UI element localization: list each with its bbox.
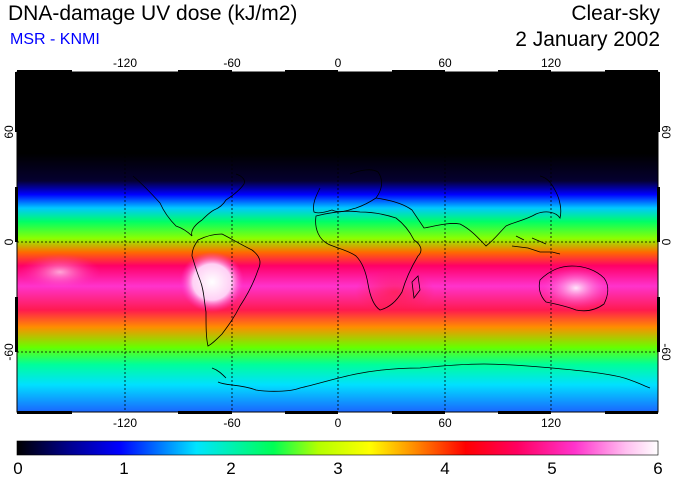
frame-tick: [15, 297, 18, 352]
frame-tick: [17, 70, 72, 73]
lon-label-bottom: 120: [541, 416, 561, 430]
chart-title: DNA-damage UV dose (kJ/m2): [8, 2, 298, 25]
frame-tick: [392, 411, 445, 414]
frame-tick: [285, 70, 338, 73]
africa-coast: [315, 210, 422, 311]
frame-tick: [17, 411, 72, 414]
antarctic-peninsula-coast: [211, 367, 227, 379]
chart-date: 2 January 2002: [515, 28, 660, 51]
colorbar-tick-label: 4: [440, 459, 449, 478]
lon-label-top: -120: [113, 56, 137, 70]
madagascar-coast: [411, 275, 421, 300]
australia-uv-maximum: [540, 266, 612, 310]
lon-label-top: -60: [223, 56, 241, 70]
south-america-uv-maximum: [180, 252, 244, 312]
asia-coast: [375, 175, 562, 247]
lat-label-right: 60: [659, 125, 673, 139]
south-america-coast: [191, 233, 261, 347]
colorbar: [16, 440, 659, 456]
europe-coast: [313, 169, 382, 214]
colorbar-labels: 0 1 2 3 4 5 6: [13, 459, 662, 478]
frame-ticks: [15, 70, 660, 414]
latitude-labels-left: 60 0 -60: [2, 125, 16, 361]
longitude-labels-bottom: -120 -60 0 60 120: [113, 416, 561, 430]
lon-label-bottom: -120: [113, 416, 137, 430]
frame-tick: [178, 411, 232, 414]
colorbar-tick-label: 1: [119, 459, 128, 478]
longitude-labels-top: -120 -60 0 60 120: [113, 56, 561, 70]
latitude-labels-right: 60 0 -60: [659, 125, 673, 361]
lon-label-top: 60: [438, 56, 452, 70]
indonesia-coast: [511, 235, 561, 255]
africa-uv-band: [355, 270, 435, 314]
frame-tick: [657, 187, 660, 242]
north-america-coast: [132, 173, 245, 237]
lat-label-right: -60: [659, 343, 673, 361]
antarctica-coast: [217, 363, 651, 392]
sky-condition: Clear-sky: [571, 2, 660, 25]
pacific-uv-maximum: [20, 254, 100, 290]
colorbar-tick-label: 0: [13, 459, 22, 478]
colorbar-tick-label: 3: [333, 459, 342, 478]
frame-tick: [657, 297, 660, 352]
lat-label-left: -60: [2, 343, 16, 361]
coastlines: [132, 169, 651, 392]
frame-tick: [498, 411, 551, 414]
lon-label-top: 120: [541, 56, 561, 70]
australia-coast: [538, 265, 609, 312]
lon-label-bottom: 60: [438, 416, 452, 430]
frame-tick: [498, 70, 551, 73]
frame-tick: [392, 70, 445, 73]
frame-tick: [285, 411, 338, 414]
frame-tick: [605, 70, 658, 73]
lon-label-bottom: -60: [223, 416, 241, 430]
lat-label-left: 60: [2, 125, 16, 139]
frame-tick: [15, 72, 18, 132]
lat-label-left: 0: [2, 238, 16, 245]
lat-label-right: 0: [659, 239, 673, 246]
chart-source: MSR - KNMI: [10, 31, 100, 48]
graticule: [17, 72, 658, 412]
lon-label-top: 0: [335, 56, 342, 70]
colorbar-tick-label: 5: [547, 459, 556, 478]
frame-tick: [605, 411, 658, 414]
frame-tick: [178, 70, 232, 73]
frame-tick: [15, 187, 18, 242]
colorbar-tick-label: 2: [226, 459, 235, 478]
lon-label-bottom: 0: [335, 416, 342, 430]
frame-tick: [657, 72, 660, 132]
colorbar-tick-label: 6: [653, 459, 662, 478]
